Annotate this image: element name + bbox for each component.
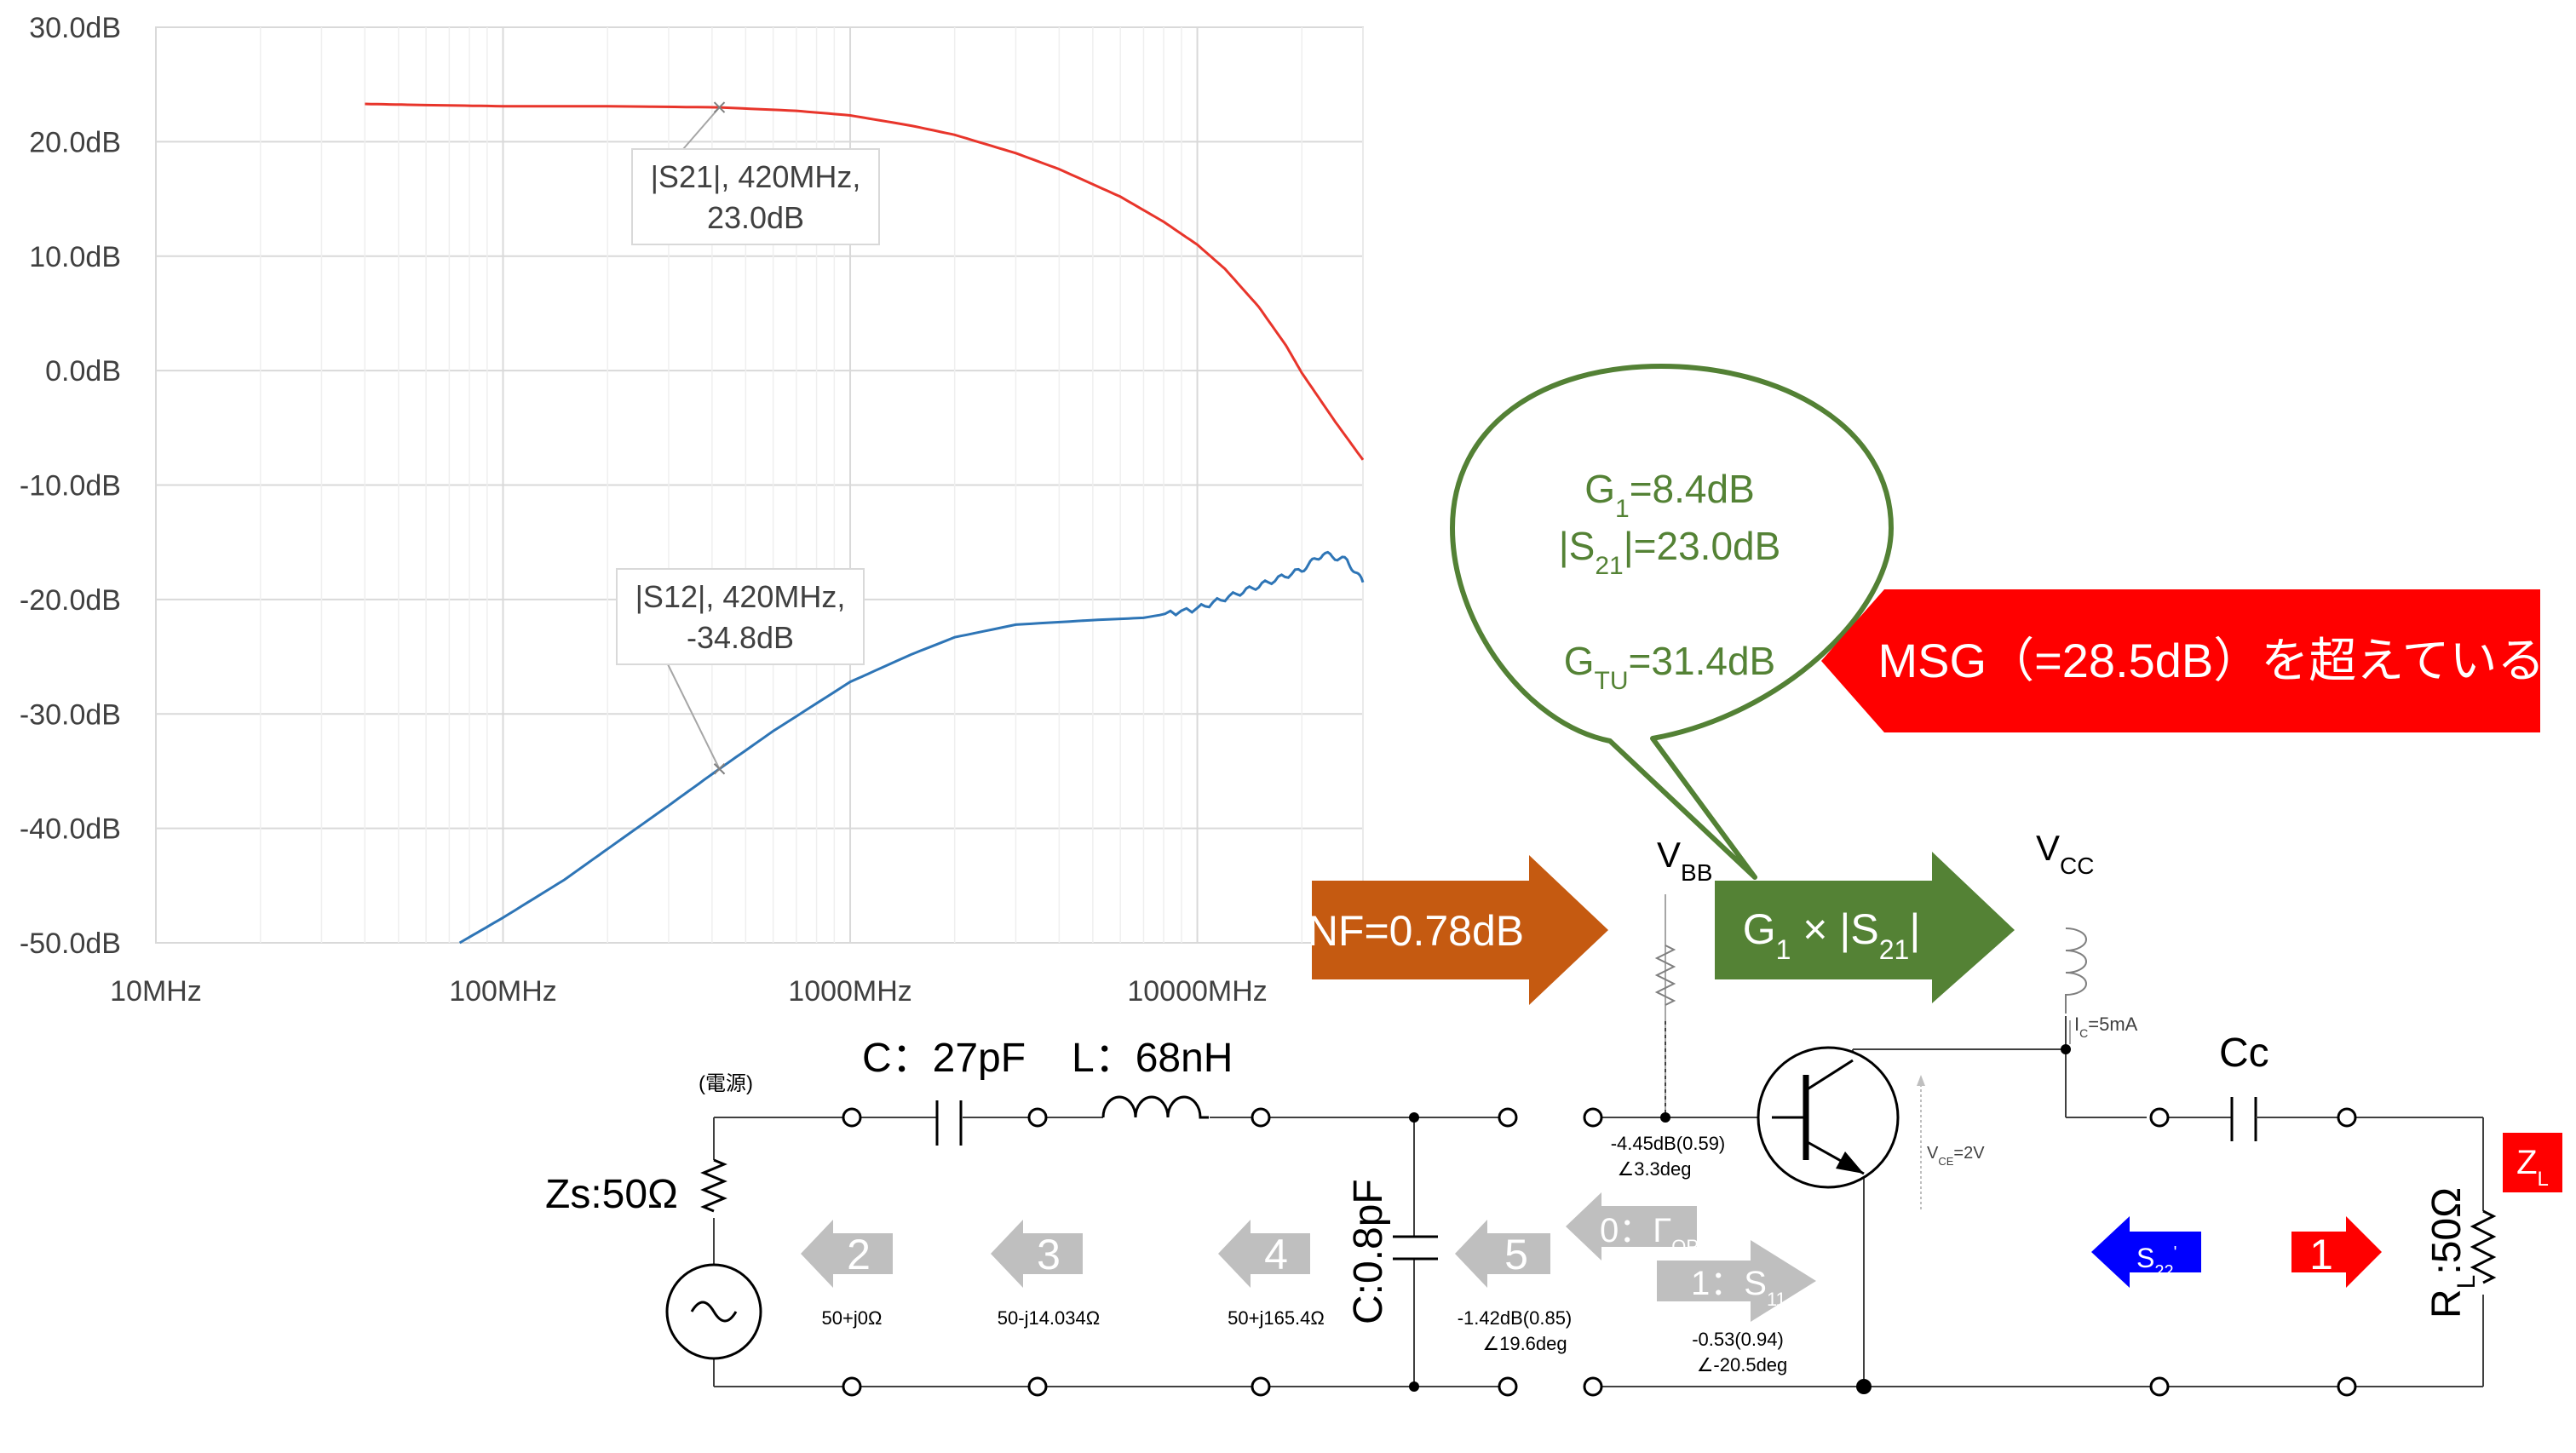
bjt-transistor-icon xyxy=(1757,1046,1900,1189)
x-tick-label: 10000MHz xyxy=(1127,975,1267,1008)
bubble-shape xyxy=(1450,364,1894,880)
zl-badge: ZL xyxy=(2503,1133,2562,1192)
impedance-4-label: 50+j165.4Ω xyxy=(1228,1307,1325,1329)
impedance-2-label: 50+j0Ω xyxy=(822,1307,883,1329)
y-tick-label: -30.0dB xyxy=(20,698,121,731)
zs-label: Zs:50Ω xyxy=(545,1172,678,1217)
annotation-text: |S21|, 420MHz, xyxy=(651,159,861,194)
ac-source-icon xyxy=(665,1263,762,1360)
reflection-arrow-2: 2 xyxy=(801,1220,893,1288)
series-inductor xyxy=(1101,1095,1209,1119)
node5-value: -1.42dB(0.85) xyxy=(1458,1307,1573,1329)
gamma-opt-value: -4.45dB(0.59) xyxy=(1611,1133,1726,1154)
reflection-arrow-4: 4 xyxy=(1218,1220,1310,1288)
rl-label: RL:50Ω xyxy=(2424,1187,2481,1318)
y-tick-label: 10.0dB xyxy=(29,241,121,273)
x-tick-labels: 10MHz 100MHz 1000MHz 10000MHz xyxy=(110,975,1268,1008)
reflection-arrow-5: 5 xyxy=(1455,1220,1550,1288)
coupling-capacitor xyxy=(2230,1097,2266,1141)
bubble-gtu-text: GTU=31.4dB xyxy=(1564,639,1775,695)
chart-annotation: |S12|, 420MHz, -34.8dB xyxy=(616,568,865,775)
s11-angle: ∠-20.5deg xyxy=(1697,1354,1788,1375)
shunt-capacitor xyxy=(1393,1235,1438,1261)
y-tick-label: 20.0dB xyxy=(29,126,121,158)
source-label: (電源) xyxy=(699,1072,753,1095)
annotation-text: |S12|, 420MHz, xyxy=(635,579,846,614)
svg-text:3: 3 xyxy=(1037,1231,1061,1278)
y-tick-label: -10.0dB xyxy=(20,470,121,503)
y-tick-label: -50.0dB xyxy=(20,928,121,960)
s11-arrow: 1：S11 xyxy=(1657,1240,1816,1322)
impedance-3-label: 50-j14.034Ω xyxy=(998,1307,1100,1329)
nf-arrow-text: NF=0.78dB xyxy=(1308,907,1524,955)
x-tick-label: 100MHz xyxy=(449,975,557,1008)
annotation-marker xyxy=(713,101,726,113)
vbb-resistor xyxy=(1654,945,1676,1006)
annotation-text: 23.0dB xyxy=(707,200,804,235)
gain-arrow-text: G1 × |S21| xyxy=(1743,905,1921,965)
annotation-text: -34.8dB xyxy=(687,620,794,655)
s22-arrow: S22' xyxy=(2091,1216,2201,1288)
msg-banner-shape xyxy=(1821,589,2540,732)
annotation-marker xyxy=(713,763,726,775)
y-tick-label: 0.0dB xyxy=(45,355,121,388)
gain-speech-bubble: G1=8.4dB |S21|=23.0dB GTU=31.4dB xyxy=(1450,364,1894,880)
red-arrow-1: 1 xyxy=(2291,1216,2382,1288)
junction-dots xyxy=(1409,1044,2071,1394)
series-cap-label: C：27pF xyxy=(862,1036,1026,1081)
svg-text:1：S11: 1：S11 xyxy=(1691,1265,1786,1310)
s-parameter-chart: 30.0dB 20.0dB 10.0dB 0.0dB -10.0dB -20.0dB -30… xyxy=(20,12,1365,1008)
svg-text:4: 4 xyxy=(1264,1231,1288,1278)
vce-label: VCE=2V xyxy=(1927,1144,1985,1168)
msg-banner-text: MSG（=28.5dB）を超えている xyxy=(1878,634,2545,687)
y-tick-label: -20.0dB xyxy=(20,584,121,617)
x-tick-label: 1000MHz xyxy=(788,975,912,1008)
s21-series-line xyxy=(365,102,1365,461)
circuit-wires xyxy=(713,1016,2484,1387)
vcc-inductor xyxy=(2065,928,2087,1014)
shunt-cap-label: C:0.8pF xyxy=(1346,1179,1391,1324)
chart-annotation: |S21|, 420MHz, 23.0dB xyxy=(631,101,880,245)
reflection-arrow-3: 3 xyxy=(991,1220,1083,1288)
y-tick-label: 30.0dB xyxy=(29,12,121,44)
gain-arrow: G1 × |S21| xyxy=(1715,852,2015,1003)
nf-arrow-shape xyxy=(1312,855,1608,1005)
svg-text:5: 5 xyxy=(1504,1231,1528,1278)
msg-banner: MSG（=28.5dB）を超えている xyxy=(1821,589,2544,732)
svg-text:1: 1 xyxy=(2309,1231,2333,1278)
y-tick-label: -40.0dB xyxy=(20,813,121,846)
node5-angle: ∠19.6deg xyxy=(1482,1333,1567,1354)
vbb-label: VBB xyxy=(1657,835,1712,886)
gamma-opt-angle: ∠3.3deg xyxy=(1617,1158,1691,1180)
s11-value: -0.53(0.94) xyxy=(1692,1329,1784,1350)
s12-series-line xyxy=(458,550,1365,945)
svg-text:ZL: ZL xyxy=(2516,1144,2549,1191)
svg-text:0：ΓOPT: 0：ΓOPT xyxy=(1600,1212,1711,1257)
series-inductor-label: L：68nH xyxy=(1072,1036,1233,1081)
svg-text:S22': S22' xyxy=(2136,1243,2176,1281)
gain-arrow-shape xyxy=(1715,852,2015,1003)
gamma-opt-arrow: 0：ΓOPT xyxy=(1566,1192,1711,1261)
series-capacitor xyxy=(935,1100,963,1146)
source-resistor xyxy=(700,1158,727,1213)
bubble-s21-text: |S21|=23.0dB xyxy=(1559,524,1781,580)
nf-arrow: NF=0.78dB xyxy=(1308,855,1608,1005)
x-tick-label: 10MHz xyxy=(110,975,202,1008)
cc-label: Cc xyxy=(2219,1031,2269,1076)
load-resistor xyxy=(2470,1209,2497,1284)
svg-text:2: 2 xyxy=(847,1231,871,1278)
y-tick-labels: 30.0dB 20.0dB 10.0dB 0.0dB -10.0dB -20.0dB -30… xyxy=(20,12,121,960)
vcc-label: VCC xyxy=(2036,828,2094,879)
ic-label: IC=5mA xyxy=(2074,1014,2138,1040)
chart-annotations: |S21|, 420MHz, 23.0dB |S12|, 420MHz, -34.8d… xyxy=(616,101,880,775)
bubble-g1-text: G1=8.4dB xyxy=(1584,467,1755,523)
terminal-circles xyxy=(842,1107,2357,1397)
vce-arrowhead xyxy=(1917,1075,1925,1086)
